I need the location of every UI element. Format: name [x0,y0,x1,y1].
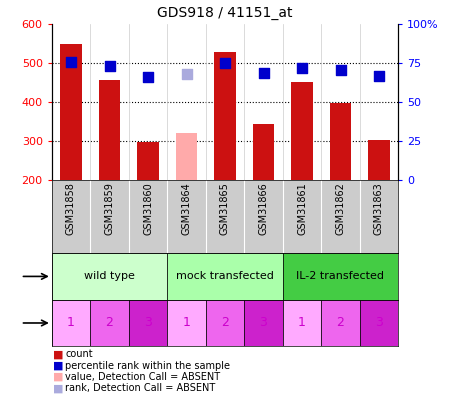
Bar [99,80,120,180]
Text: IL-2 transfected: IL-2 transfected [297,271,384,281]
Title: GDS918 / 41151_at: GDS918 / 41151_at [157,6,293,21]
Point [260,69,267,76]
Bar [214,51,236,180]
Point [337,66,344,73]
Text: 3: 3 [144,316,152,330]
Text: GSM31860: GSM31860 [143,182,153,235]
Text: percentile rank within the sample: percentile rank within the sample [65,361,230,371]
Text: wild type: wild type [84,271,135,281]
Text: ■: ■ [53,350,64,359]
Bar [253,124,274,180]
Point [298,65,306,71]
Text: ■: ■ [53,361,64,371]
Bar [52,253,167,300]
Point [144,74,152,81]
Text: 2: 2 [337,316,344,330]
Bar [176,133,197,180]
Text: GSM31858: GSM31858 [66,182,76,235]
Text: mock transfected: mock transfected [176,271,274,281]
Bar [167,300,206,346]
Text: 3: 3 [375,316,383,330]
Text: 3: 3 [260,316,267,330]
Text: GSM31859: GSM31859 [104,182,114,235]
Bar [60,44,81,180]
Text: rank, Detection Call = ABSENT: rank, Detection Call = ABSENT [65,384,216,393]
Point [221,60,229,66]
Text: value, Detection Call = ABSENT: value, Detection Call = ABSENT [65,372,220,382]
Text: 1: 1 [183,316,190,330]
Text: 2: 2 [221,316,229,330]
Text: ■: ■ [53,372,64,382]
Bar [137,142,158,180]
Text: GSM31863: GSM31863 [374,182,384,235]
Bar [90,300,129,346]
Bar [244,300,283,346]
Point [68,58,75,65]
Bar [129,300,167,346]
Point [375,72,382,79]
Point [106,63,113,70]
Text: GSM31861: GSM31861 [297,182,307,235]
Bar [283,253,398,300]
Bar [206,300,244,346]
Text: GSM31864: GSM31864 [181,182,192,235]
Bar [167,253,283,300]
Bar [360,300,398,346]
Text: 1: 1 [298,316,306,330]
Bar [369,141,390,180]
Text: GSM31862: GSM31862 [336,182,346,235]
Bar [330,103,351,180]
Bar [283,300,321,346]
Bar [321,300,360,346]
Bar [52,300,90,346]
Text: ■: ■ [53,384,64,393]
Text: GSM31866: GSM31866 [258,182,269,235]
Point [183,71,190,77]
Text: count: count [65,350,93,359]
Text: 2: 2 [106,316,113,330]
Bar [292,82,313,180]
Text: 1: 1 [67,316,75,330]
Text: GSM31865: GSM31865 [220,182,230,235]
